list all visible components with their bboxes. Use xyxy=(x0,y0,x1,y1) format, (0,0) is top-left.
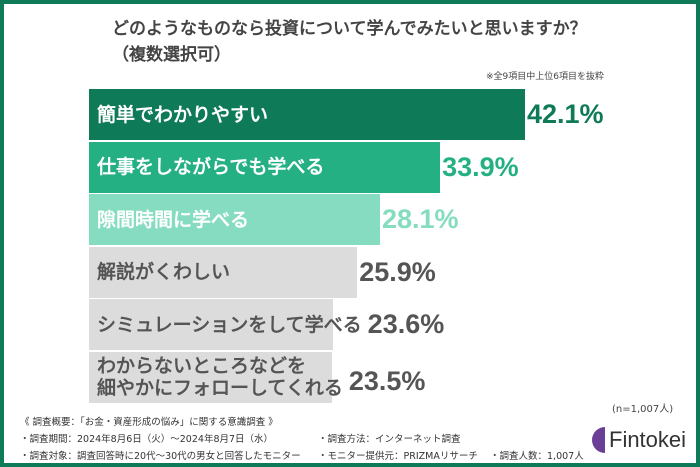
bar-chart: 簡単でわかりやすい 42.1% 仕事をしながらでも学べる 33.9% 隙間時間に学べる 2… xyxy=(89,89,604,404)
title-line: どのようなものなら投資について学んでみたいと思いますか？ xyxy=(112,19,587,39)
survey-count: ・調査人数：1,007人 xyxy=(490,451,584,462)
bar-area: 解説がくわしい xyxy=(89,246,358,298)
survey-method: ・調査方法：インターネット調査 xyxy=(318,434,461,445)
value-label: 23.6% xyxy=(367,309,445,339)
subtitle: （複数選択可） xyxy=(112,45,231,65)
bar-area: わからないところなどを 細やかにフォローしてくれる xyxy=(89,351,347,403)
bar-area: 仕事をしながらでも学べる xyxy=(89,141,441,193)
value-label: 23.5% xyxy=(348,365,426,396)
survey-heading: 《 調査概要：「お金・資産形成の悩み」に関する意識調査 》 xyxy=(20,417,278,428)
bar-row: 仕事をしながらでも学べる 33.9% xyxy=(89,141,604,193)
category-label: わからないところなどを 細やかにフォローしてくれる xyxy=(97,355,343,399)
survey-provider: ・モニター提供元：PRIZMAリサーチ xyxy=(318,451,478,462)
value-label: 28.1% xyxy=(382,204,459,234)
bar xyxy=(89,246,358,298)
bar-area: 隙間時間に学べる xyxy=(89,194,380,245)
bar-area: 簡単でわかりやすい xyxy=(89,89,525,140)
survey-target: ・調査対象：調査回答時に20代～30代の男女と回答したモニター xyxy=(20,451,301,462)
bar xyxy=(89,299,334,350)
category-label: シミュレーションをして学べる xyxy=(97,313,362,336)
category-label: 隙間時間に学べる xyxy=(97,208,250,231)
category-label: 仕事をしながらでも学べる xyxy=(97,156,325,178)
bar-row: わからないところなどを 細やかにフォローしてくれる 23.5% xyxy=(89,351,604,403)
bar-row: 隙間時間に学べる 28.1% xyxy=(89,194,604,245)
note: ※全9項目中上位6項目を抜粋 xyxy=(486,72,604,82)
bar-area: シミュレーションをして学べる xyxy=(89,299,366,350)
bar xyxy=(89,194,380,245)
logo-mark-icon xyxy=(592,427,605,453)
logo-text: Fintokei xyxy=(609,427,687,452)
value-label: 33.9% xyxy=(442,151,519,182)
category-label: 解説がくわしい xyxy=(97,261,231,283)
bar-row: 解説がくわしい 25.9% xyxy=(89,246,604,298)
bar xyxy=(89,351,333,403)
category-label: 簡単でわかりやすい xyxy=(97,103,269,126)
bar xyxy=(89,141,441,193)
sample-size: (n=1,007人) xyxy=(612,404,674,415)
survey-period: ・調査期間：2024年8月6日（火）～2024年8月7日（水） xyxy=(20,434,274,445)
fintokei-logo: Fintokei xyxy=(592,427,686,453)
bar xyxy=(89,89,525,140)
chart-title: どのようなものなら投資について学んでみたいと思いますか？ （複数選択可） xyxy=(112,16,587,68)
value-label: 42.1% xyxy=(527,99,604,129)
bar-row: シミュレーションをして学べる 23.6% xyxy=(89,299,604,350)
bar-row: 簡単でわかりやすい 42.1% xyxy=(89,89,604,140)
value-label: 25.9% xyxy=(359,256,436,287)
